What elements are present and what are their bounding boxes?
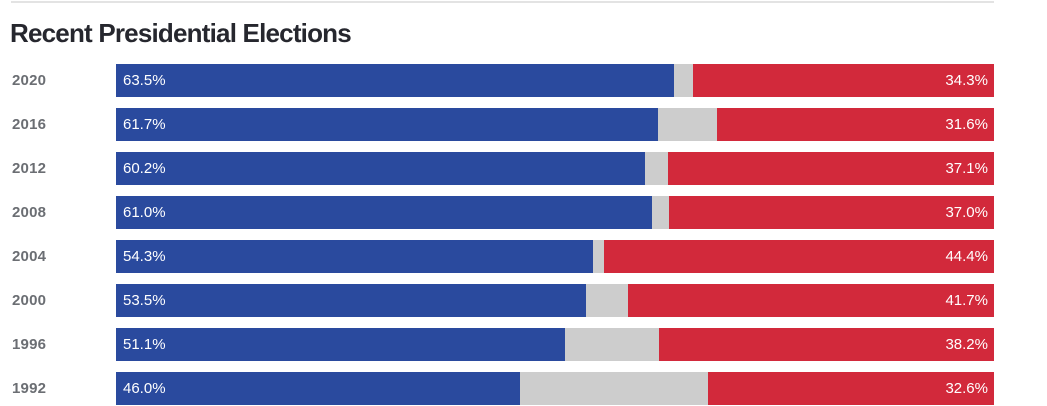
year-label: 2016 [12,116,47,133]
chart-row-2000: 2000 53.5% 41.7% [0,284,994,317]
chart-row-2016: 2016 61.7% 31.6% [0,108,994,141]
democratic-bar-segment: 54.3% [116,240,593,273]
democratic-value-label: 46.0% [123,380,166,397]
other-bar-segment [673,64,693,97]
other-bar-segment [651,196,670,229]
republican-value-label: 31.6% [945,116,988,133]
year-label: 2012 [12,160,47,177]
republican-bar-segment: 32.6% [707,372,994,405]
bar-track: 61.0% 37.0% [116,196,994,229]
republican-bar-segment: 38.2% [658,328,994,361]
bar-track: 60.2% 37.1% [116,152,994,185]
republican-bar-segment: 34.3% [692,64,994,97]
republican-value-label: 34.3% [945,72,988,89]
republican-bar-segment: 41.7% [627,284,994,317]
other-bar-segment [564,328,659,361]
democratic-bar-segment: 63.5% [116,64,674,97]
bar-track: 61.7% 31.6% [116,108,994,141]
democratic-bar-segment: 51.1% [116,328,565,361]
democratic-bar-segment: 53.5% [116,284,586,317]
year-label: 1992 [12,380,47,397]
other-bar-segment [657,108,717,141]
year-label: 2000 [12,292,47,309]
election-bar-chart: 2020 63.5% 34.3% 2016 61.7% 31.6% 2012 6… [0,64,994,405]
year-label: 1996 [12,336,47,353]
year-label: 2008 [12,204,47,221]
democratic-value-label: 61.7% [123,116,166,133]
top-divider [11,1,994,3]
bar-track: 46.0% 32.6% [116,372,994,405]
page-title: Recent Presidential Elections [10,18,352,48]
democratic-value-label: 53.5% [123,292,166,309]
republican-value-label: 32.6% [945,380,988,397]
other-bar-segment [519,372,708,405]
republican-value-label: 38.2% [945,336,988,353]
chart-row-2004: 2004 54.3% 44.4% [0,240,994,273]
democratic-value-label: 63.5% [123,72,166,89]
democratic-value-label: 51.1% [123,336,166,353]
bar-track: 54.3% 44.4% [116,240,994,273]
democratic-value-label: 54.3% [123,248,166,265]
chart-row-2020: 2020 63.5% 34.3% [0,64,994,97]
democratic-bar-segment: 61.0% [116,196,652,229]
republican-bar-segment: 37.0% [669,196,994,229]
democratic-value-label: 61.0% [123,204,166,221]
democratic-bar-segment: 46.0% [116,372,520,405]
democratic-bar-segment: 60.2% [116,152,645,185]
year-label: 2020 [12,72,47,89]
other-bar-segment [585,284,628,317]
republican-bar-segment: 44.4% [604,240,994,273]
bar-track: 53.5% 41.7% [116,284,994,317]
chart-row-2012: 2012 60.2% 37.1% [0,152,994,185]
chart-row-1996: 1996 51.1% 38.2% [0,328,994,361]
democratic-bar-segment: 61.7% [116,108,658,141]
other-bar-segment [592,240,605,273]
year-label: 2004 [12,248,47,265]
democratic-value-label: 60.2% [123,160,166,177]
republican-bar-segment: 31.6% [716,108,994,141]
republican-bar-segment: 37.1% [668,152,994,185]
republican-value-label: 44.4% [945,248,988,265]
other-bar-segment [644,152,669,185]
republican-value-label: 37.1% [945,160,988,177]
bar-track: 51.1% 38.2% [116,328,994,361]
republican-value-label: 37.0% [945,204,988,221]
chart-row-1992: 1992 46.0% 32.6% [0,372,994,405]
bar-track: 63.5% 34.3% [116,64,994,97]
chart-row-2008: 2008 61.0% 37.0% [0,196,994,229]
republican-value-label: 41.7% [945,292,988,309]
